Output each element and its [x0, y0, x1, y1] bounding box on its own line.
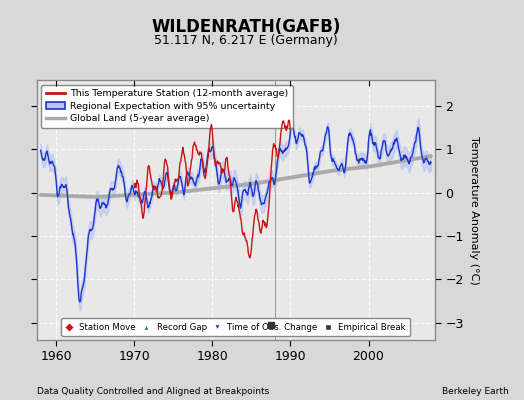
- Legend: Station Move, Record Gap, Time of Obs. Change, Empirical Break: Station Move, Record Gap, Time of Obs. C…: [61, 318, 410, 336]
- Text: Berkeley Earth: Berkeley Earth: [442, 387, 508, 396]
- Text: Data Quality Controlled and Aligned at Breakpoints: Data Quality Controlled and Aligned at B…: [37, 387, 269, 396]
- Y-axis label: Temperature Anomaly (°C): Temperature Anomaly (°C): [470, 136, 479, 284]
- Text: WILDENRATH(GAFB): WILDENRATH(GAFB): [151, 18, 341, 36]
- Text: 51.117 N, 6.217 E (Germany): 51.117 N, 6.217 E (Germany): [155, 34, 338, 47]
